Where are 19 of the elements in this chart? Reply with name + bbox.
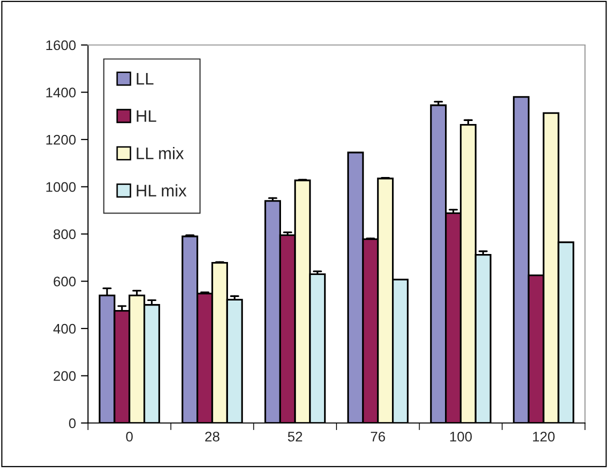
x-tick-label: 76 xyxy=(370,432,386,442)
y-tick-label: 600 xyxy=(54,276,76,286)
legend-label: HL xyxy=(136,110,156,122)
y-tick-label: 1000 xyxy=(46,182,76,192)
y-tick-label: 1200 xyxy=(46,134,76,145)
y-tick-label: 0 xyxy=(69,418,76,428)
x-tick-label: 52 xyxy=(288,432,302,442)
y-tick-label: 1600 xyxy=(46,40,76,50)
legend-label: LL xyxy=(136,73,154,85)
legend-label: HL mix xyxy=(136,184,187,196)
x-tick-label: 0 xyxy=(126,432,133,442)
x-tick-label: 28 xyxy=(205,432,220,442)
y-tick-label: 200 xyxy=(54,371,76,381)
y-tick-label: 800 xyxy=(54,229,76,240)
x-tick-label: 120 xyxy=(533,432,555,442)
y-tick-label: 1400 xyxy=(46,88,76,98)
y-tick-label: 400 xyxy=(53,324,76,334)
legend-label: LL mix xyxy=(136,147,184,160)
x-tick-label: 100 xyxy=(450,432,472,442)
